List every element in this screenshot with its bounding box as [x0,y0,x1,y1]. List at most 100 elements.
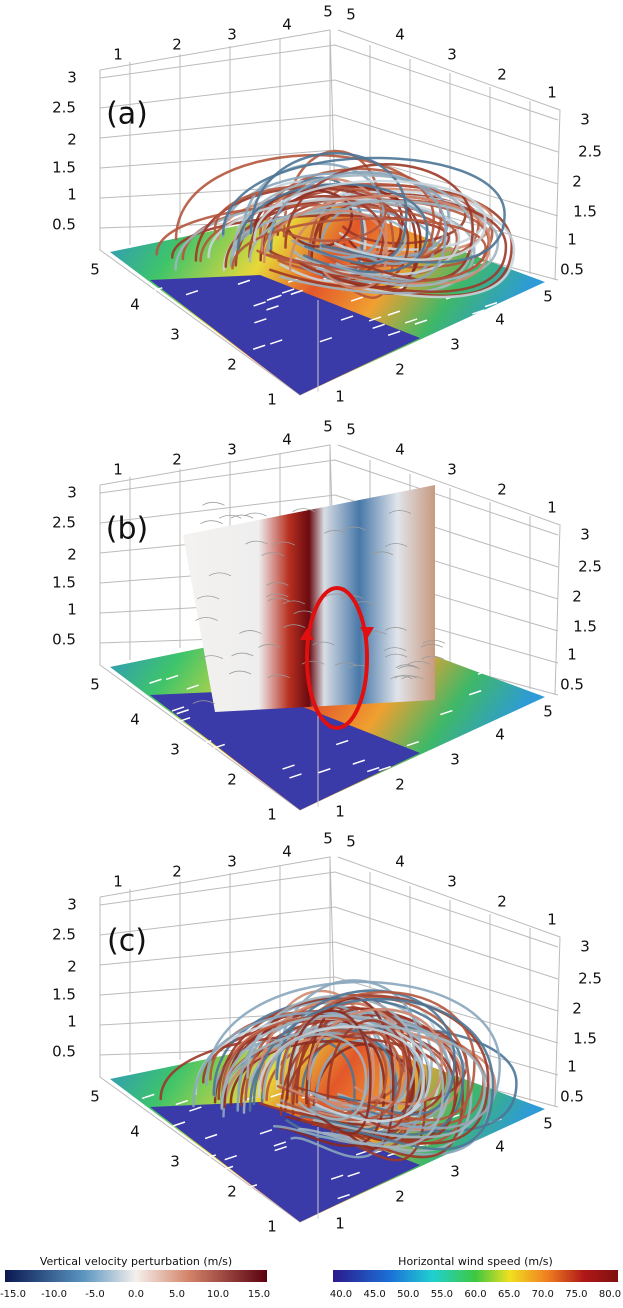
axis-tick-label: 4 [282,16,292,34]
axis-tick-label: 4 [395,441,405,459]
colorbar-tick-label: 15.0 [248,1289,270,1300]
axis-tick-label: 5 [90,676,100,694]
axis-tick-label: 2 [67,546,77,564]
axis-tick-label: 2.5 [578,143,602,161]
wind-arrow [479,352,491,356]
wind-arrow [423,754,435,758]
axis-tick-label: 2.5 [52,514,76,532]
axis-tick-label: 1 [267,1218,277,1236]
axis-tick-label: 4 [495,311,505,329]
axis-line [100,45,558,120]
axis-tick-label: 2 [395,361,405,379]
axis-tick-label: 0.5 [560,261,584,279]
colorbar-tick-label: 60.0 [464,1289,486,1300]
axis-tick-label: 1 [335,388,345,406]
axis-tick-label: 1.5 [573,618,597,636]
axis-tick-label: 3 [447,873,457,891]
wind-arrow [469,1169,481,1173]
colorbar-tick-label: 45.0 [363,1289,385,1300]
axis-tick-label: 2 [497,66,507,84]
axis-tick-label: 3 [450,1163,460,1181]
wind-arrow [148,753,160,757]
axis-tick-label: 4 [495,1138,505,1156]
axis-tick-label: 5 [543,1115,553,1133]
axis-tick-label: 3 [447,461,457,479]
axis-tick-label: 5 [323,3,333,21]
colorbar-tick-label: -5.0 [85,1289,105,1300]
axis-tick-label: 1 [547,911,557,929]
wind-arrow [478,670,490,674]
wind-arrow [380,366,392,370]
axis-tick-label: 3 [67,69,77,87]
axis-tick-label: 0.5 [52,631,76,649]
axis-tick-label: 2 [67,958,77,976]
axis-tick-label: 3 [580,938,590,956]
colorbar-tick-label: 50.0 [397,1289,419,1300]
axis-tick-label: 4 [130,1123,140,1141]
axis-tick-label: 1.5 [52,574,76,592]
figure: 1 2 3 4 5 5 4 3 2 1 3 2.5 2 1.5 1 0.5 3 2.5 2 1.5 1 0.5 5 4 3 2 1 1… [0,0,623,1304]
axis-tick-label: 1 [335,803,345,821]
axis-tick-label: 1.5 [573,203,597,221]
colorbar-tick-label: -10.0 [41,1289,67,1300]
axis-tick-label: 0.5 [52,1043,76,1061]
wind-arrow [475,364,487,368]
streak [244,513,266,516]
axis-tick-label: 3 [170,326,180,344]
wind-arrow [148,1139,160,1143]
axis-tick-label: 0.5 [52,216,76,234]
axis-tick-label: 1.5 [52,986,76,1004]
axis-tick-label: 0.5 [560,676,584,694]
axis-tick-label: 5 [543,703,553,721]
colorbar-tick-label: 5.0 [169,1289,185,1300]
colorbar-tick-label: 65.0 [498,1289,520,1300]
axis-tick-label: 2 [67,131,77,149]
axis-tick-label: 1 [267,806,277,824]
colorbar [333,1270,618,1282]
axis-tick-label: 2 [395,776,405,794]
wind-arrow [139,1170,151,1174]
axis-tick-label: 3 [447,46,457,64]
panel-label: (b) [106,512,148,547]
panel-label: (a) [106,97,148,132]
axis-tick-label: 2 [172,36,182,54]
axis-tick-label: 5 [323,830,333,848]
axis-tick-label: 1 [335,1215,345,1233]
streak [201,521,223,524]
axis-tick-label: 1 [67,1013,77,1031]
axis-tick-label: 2 [572,1000,582,1018]
axis-tick-label: 2 [227,771,237,789]
axis-tick-label: 5 [90,261,100,279]
axis-tick-label: 1.5 [573,1030,597,1048]
axis-tick-label: 4 [395,853,405,871]
axis-tick-label: 3 [580,111,590,129]
axis-tick-label: 2.5 [578,970,602,988]
axis-tick-label: 4 [282,431,292,449]
axis-tick-label: 2 [572,588,582,606]
colorbar-tick-label: -15.0 [0,1289,26,1300]
axis-tick-label: 3 [580,526,590,544]
axis-tick-label: 3 [227,441,237,459]
axis-tick-label: 5 [90,1088,100,1106]
axis-tick-label: 1 [113,46,123,64]
axis-tick-label: 2 [395,1188,405,1206]
wind-arrow [488,785,500,789]
wind-arrow [209,784,221,788]
streak [203,502,225,505]
axis-tick-label: 1 [547,499,557,517]
axis-tick-label: 5 [543,288,553,306]
wind-arrow [198,1179,210,1183]
wind-arrow [405,360,417,364]
axis-tick-label: 4 [130,296,140,314]
panel: 123455432132.521.510.532.521.510.5543211… [52,3,602,409]
wind-arrow [128,365,140,369]
axis-tick-label: 1 [567,231,577,249]
axis-tick-label: 2.5 [578,558,602,576]
axis-tick-label: 3 [67,484,77,502]
axis-tick-label: 2 [497,893,507,911]
wind-arrow [479,338,491,342]
axis-tick-label: 1 [547,84,557,102]
axis-tick-label: 4 [395,26,405,44]
axis-tick-label: 1 [67,186,77,204]
axis-tick-label: 3 [170,741,180,759]
